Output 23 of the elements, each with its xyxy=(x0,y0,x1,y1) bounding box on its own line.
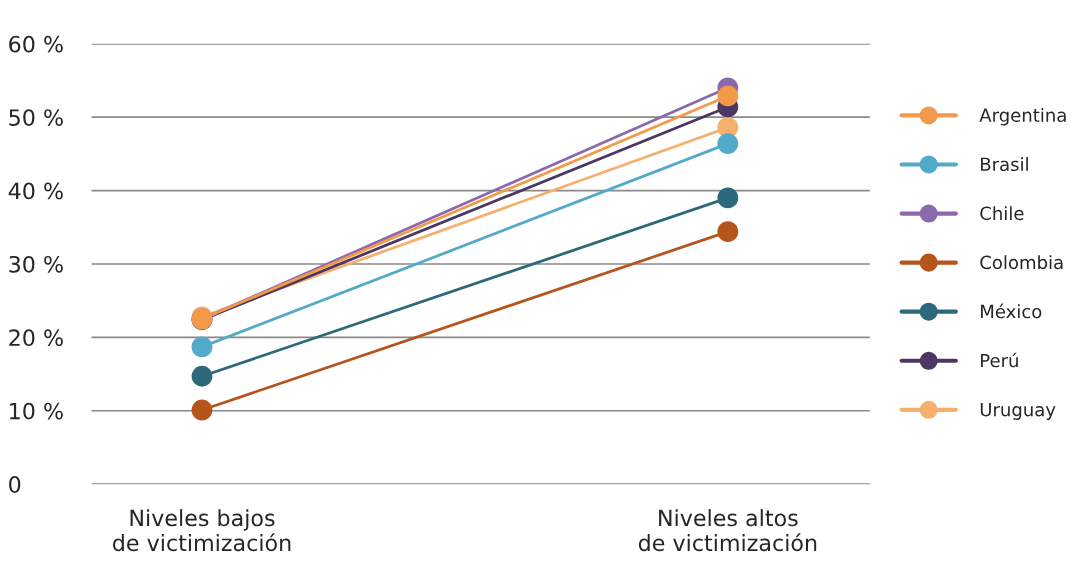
y-tick-label: 40 % xyxy=(8,182,63,200)
y-tick-label: 30 % xyxy=(9,255,63,273)
legend-label: Brasil xyxy=(981,157,1028,172)
y-tick-label: 10 % xyxy=(10,402,63,420)
legend-label: México xyxy=(981,303,1042,319)
point xyxy=(717,221,739,243)
legend-label: Argentina xyxy=(979,108,1066,126)
point xyxy=(191,399,213,421)
y-tick-label: 20 % xyxy=(9,329,63,347)
legend-label: Colombia xyxy=(980,255,1063,270)
point xyxy=(191,336,213,358)
legend-label: Perú xyxy=(981,352,1018,368)
y-tick-label: 0 xyxy=(9,476,21,493)
x-tick-label: Niveles altos de victimización xyxy=(638,509,817,552)
legend-label: Uruguay xyxy=(980,403,1056,420)
point xyxy=(717,133,739,155)
y-tick-label: 50 % xyxy=(9,109,63,126)
legend-label: Chile xyxy=(980,206,1024,221)
point xyxy=(717,187,739,209)
x-tick-label: Niveles bajos de victimización xyxy=(112,509,291,552)
point xyxy=(191,365,213,387)
y-tick-label: 60 % xyxy=(9,35,63,53)
point xyxy=(717,85,739,107)
